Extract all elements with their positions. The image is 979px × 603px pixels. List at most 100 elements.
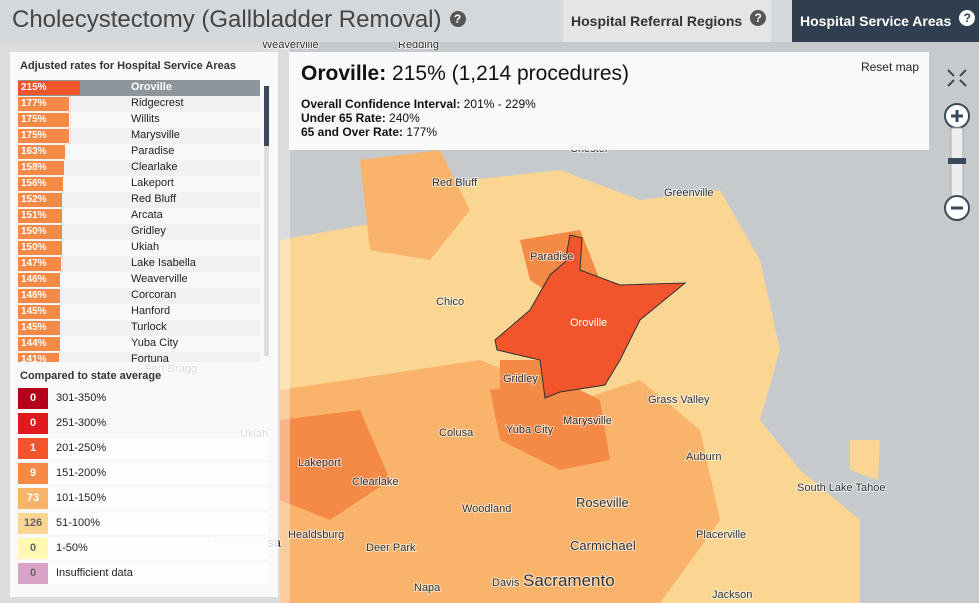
rate-row[interactable]: 163% Paradise bbox=[18, 144, 260, 160]
help-icon[interactable]: ? bbox=[750, 10, 767, 26]
scrollbar[interactable] bbox=[264, 86, 269, 356]
rate-row[interactable]: 145% Turlock bbox=[18, 320, 260, 336]
legend-range: 101-150% bbox=[56, 492, 107, 504]
map-label: Clearlake bbox=[352, 476, 398, 488]
map-label: Marysville bbox=[563, 415, 612, 427]
rate-row[interactable]: 146% Weaverville bbox=[18, 272, 260, 288]
info-box: Oroville: 215% (1,214 procedures) Reset … bbox=[289, 52, 929, 150]
tab[interactable]: Hospital Service Areas? bbox=[792, 0, 979, 42]
rate-row[interactable]: 175% Willits bbox=[18, 112, 260, 128]
rate-label: 152% bbox=[21, 194, 47, 205]
rate-label: 146% bbox=[21, 290, 47, 301]
rate-row[interactable]: 177% Ridgecrest bbox=[18, 96, 260, 112]
rate-label: 147% bbox=[21, 258, 47, 269]
rate-label: 156% bbox=[21, 178, 47, 189]
legend-row: 9 151-200% bbox=[18, 463, 268, 484]
zoom-control[interactable] bbox=[944, 69, 970, 221]
rate-label: 175% bbox=[21, 114, 47, 125]
rate-row[interactable]: 150% Ukiah bbox=[18, 240, 260, 256]
region bbox=[850, 440, 880, 480]
rate-label: 145% bbox=[21, 306, 47, 317]
map-label: Gridley bbox=[503, 373, 538, 385]
rate-row[interactable]: 158% Clearlake bbox=[18, 160, 260, 176]
legend-swatch: 0 bbox=[18, 563, 48, 584]
map-label: Red Bluff bbox=[432, 177, 478, 189]
rate-bar bbox=[18, 81, 81, 95]
legend-range: 251-300% bbox=[56, 417, 107, 429]
map-label: Auburn bbox=[686, 451, 721, 463]
rate-name: Lake Isabella bbox=[131, 257, 196, 269]
legend-swatch: 0 bbox=[18, 538, 48, 559]
page-title: Cholecystectomy (Gallbladder Removal)? bbox=[12, 6, 466, 34]
rate-row[interactable]: 146% Corcoran bbox=[18, 288, 260, 304]
info-value: 240% bbox=[389, 111, 420, 125]
info-line: Overall Confidence Interval: 201% - 229% bbox=[301, 97, 536, 111]
rate-name: Willits bbox=[131, 113, 160, 125]
rate-bar bbox=[18, 209, 62, 223]
rate-row[interactable]: 152% Red Bluff bbox=[18, 192, 260, 208]
legend-range: 301-350% bbox=[56, 392, 107, 404]
tab[interactable]: Hospital Referral Regions? bbox=[563, 0, 771, 42]
rate-bar bbox=[18, 305, 61, 319]
zoom-handle[interactable] bbox=[948, 158, 966, 164]
rate-list[interactable]: 215% Oroville 177% Ridgecrest 175% Willits 175… bbox=[18, 80, 260, 362]
rate-name: Hanford bbox=[131, 305, 171, 317]
info-value: 201% - 229% bbox=[463, 97, 536, 111]
rate-row[interactable]: 150% Gridley bbox=[18, 224, 260, 240]
region bbox=[500, 360, 545, 395]
rate-name: Yuba City bbox=[131, 337, 179, 349]
rate-row[interactable]: 144% Yuba City bbox=[18, 336, 260, 352]
rate-label: 215% bbox=[21, 82, 47, 93]
rate-name: Arcata bbox=[131, 209, 163, 221]
reset-button[interactable]: Reset map bbox=[860, 60, 919, 74]
map-label: South Lake Tahoe bbox=[797, 482, 885, 494]
place: Oroville: bbox=[301, 62, 387, 85]
rate-label: 151% bbox=[21, 210, 47, 221]
rate-row[interactable]: 175% Marysville bbox=[18, 128, 260, 144]
legend-row: 0 251-300% bbox=[18, 413, 268, 434]
plus bbox=[951, 110, 963, 122]
tab-label: Hospital Service Areas bbox=[800, 13, 952, 29]
info-value: 177% bbox=[406, 125, 438, 139]
legend-swatch: 1 bbox=[18, 438, 48, 459]
side-panel: Adjusted rates for Hospital Service Area… bbox=[10, 52, 278, 597]
legend-row: 126 51-100% bbox=[18, 513, 268, 534]
map-label: Chico bbox=[436, 296, 464, 308]
rate-name: Ridgecrest bbox=[131, 97, 184, 109]
rate-label: 175% bbox=[21, 130, 47, 141]
scroll-thumb[interactable] bbox=[264, 86, 269, 146]
help-icon[interactable]: ? bbox=[959, 10, 976, 26]
rate-name: Gridley bbox=[131, 225, 166, 237]
legend-title: Compared to state average bbox=[20, 370, 162, 382]
region bbox=[360, 150, 470, 260]
legend-swatch: 73 bbox=[18, 488, 48, 509]
map-label: Davis bbox=[492, 577, 520, 589]
rate-row[interactable]: 151% Arcata bbox=[18, 208, 260, 224]
rate-row[interactable]: 215% Oroville bbox=[18, 80, 260, 96]
legend-swatch: 0 bbox=[18, 413, 48, 434]
map-label: Lakeport bbox=[298, 457, 341, 469]
summary: 215% (1,214 procedures) bbox=[392, 62, 630, 85]
info-label: Overall Confidence Interval: bbox=[301, 97, 461, 111]
legend-row: 0 Insufficient data bbox=[18, 563, 268, 584]
rate-name: Weaverville bbox=[131, 273, 188, 285]
rate-label: 141% bbox=[21, 354, 47, 362]
rate-bar bbox=[18, 225, 62, 239]
rate-label: 150% bbox=[21, 226, 47, 237]
map-label: Jackson bbox=[712, 589, 752, 601]
rate-row[interactable]: 147% Lake Isabella bbox=[18, 256, 260, 272]
map-label: Carmichael bbox=[570, 538, 636, 553]
rate-bar bbox=[18, 129, 69, 143]
selected-region[interactable] bbox=[494, 234, 687, 399]
rate-row[interactable]: 145% Hanford bbox=[18, 304, 260, 320]
map-label: Yuba City bbox=[506, 424, 554, 436]
fullscreen[interactable] bbox=[947, 69, 967, 87]
info-line: 65 and Over Rate: 177% bbox=[301, 125, 437, 139]
rate-label: 163% bbox=[21, 146, 47, 157]
map-label: Paradise bbox=[530, 251, 573, 263]
rate-row[interactable]: 156% Lakeport bbox=[18, 176, 260, 192]
help-icon[interactable]: ? bbox=[449, 11, 466, 27]
rate-row[interactable]: 141% Fortuna bbox=[18, 352, 260, 362]
rate-label: 158% bbox=[21, 162, 47, 173]
